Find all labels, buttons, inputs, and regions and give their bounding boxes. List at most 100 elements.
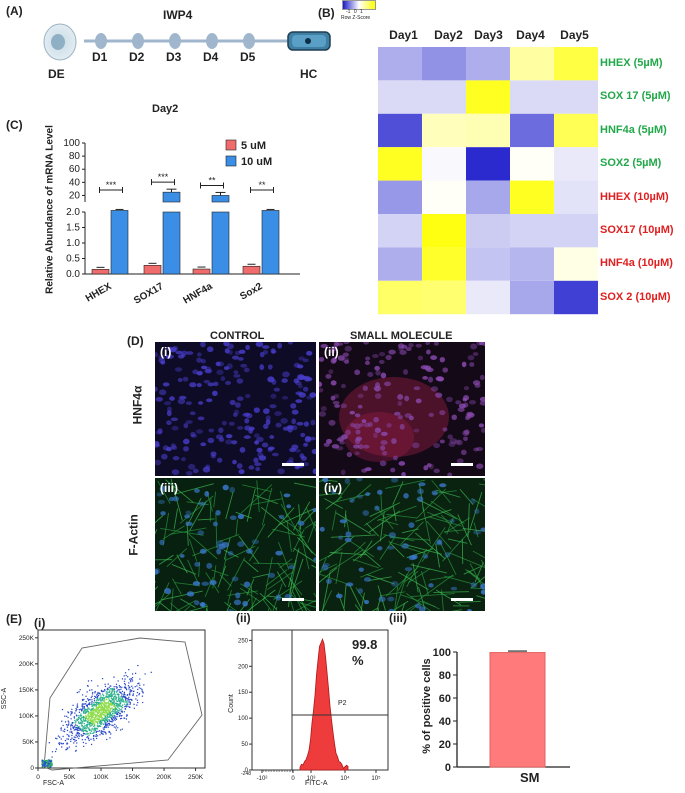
event-dot [104, 683, 106, 686]
nucleus [185, 401, 192, 406]
y-tick-label: 0.5 [66, 254, 80, 265]
nucleus [451, 414, 458, 421]
heatmap-cell [554, 280, 598, 315]
event-dot [78, 727, 80, 729]
micrograph-sm-factin: (iv) [319, 478, 485, 611]
nucleus [168, 496, 174, 502]
event-dot [91, 708, 93, 710]
event-dot [120, 688, 122, 690]
nucleus [325, 578, 332, 584]
event-dot [109, 690, 111, 693]
nucleus [186, 351, 194, 355]
event-dot [133, 707, 136, 709]
panel-a-label: (A) [6, 4, 23, 18]
event-dot [119, 712, 121, 714]
nucleus [326, 438, 333, 444]
nucleus [261, 442, 269, 448]
event-dot [98, 698, 100, 700]
event-dot [112, 703, 114, 705]
y-tick-label: 100 [433, 647, 451, 659]
event-dot [113, 709, 115, 711]
event-dot [103, 707, 106, 709]
nucleus [399, 350, 407, 356]
bar-10um [261, 210, 280, 275]
actin-fiber [188, 605, 208, 611]
nucleus [225, 380, 232, 385]
nucleus [386, 423, 392, 428]
event-dot [94, 729, 97, 731]
event-dot [89, 703, 91, 706]
event-dot [119, 702, 122, 705]
actin-fiber [401, 602, 406, 611]
nucleus [167, 346, 173, 352]
actin-fiber [336, 482, 351, 502]
nucleus [160, 511, 166, 516]
nucleus [417, 488, 424, 495]
actin-fiber [172, 578, 182, 595]
event-dot [73, 742, 75, 744]
event-dot [113, 676, 115, 678]
event-dot [123, 675, 125, 677]
actin-fiber [175, 483, 214, 495]
event-dot [119, 686, 121, 688]
actin-fiber [343, 583, 347, 609]
nucleus [470, 582, 478, 588]
panel-e-i-label: (i) [34, 616, 46, 630]
event-dot [125, 706, 128, 708]
nucleus [172, 345, 178, 352]
event-dot [123, 680, 126, 682]
nucleus [263, 408, 270, 415]
event-dot [87, 735, 89, 738]
nucleus [277, 342, 283, 349]
event-dot [104, 725, 107, 727]
nucleus [390, 467, 396, 473]
event-dot [125, 715, 128, 717]
event-dot [68, 734, 70, 737]
nucleus [259, 364, 265, 371]
event-dot [115, 725, 117, 727]
actin-fiber [463, 566, 482, 575]
actin-fiber [397, 570, 410, 591]
nucleus [254, 440, 259, 445]
nucleus [344, 359, 350, 365]
event-dot [109, 716, 111, 718]
event-dot [124, 701, 126, 703]
nucleus [468, 399, 477, 405]
nucleus [379, 460, 387, 467]
event-dot [71, 732, 74, 734]
event-dot [60, 727, 63, 729]
event-dot [136, 695, 138, 697]
nucleus [354, 413, 361, 418]
nucleus [345, 531, 352, 538]
event-dot [86, 721, 89, 724]
event-dot [141, 701, 144, 704]
actin-fiber [302, 598, 316, 603]
scale-bar [282, 463, 304, 466]
heatmap-row-label: HNF4a (5µM) [600, 123, 667, 136]
nucleus [442, 367, 449, 373]
event-dot [102, 709, 104, 711]
event-dot [94, 713, 96, 715]
event-dot [87, 719, 89, 721]
event-dot [108, 731, 110, 733]
event-dot [131, 676, 134, 679]
nucleus [446, 396, 453, 403]
nucleus [374, 427, 382, 433]
event-dot [136, 685, 138, 687]
event-dot [126, 702, 129, 704]
actin-fiber [311, 564, 316, 569]
event-dot [108, 724, 110, 726]
day-label-d4: D4 [203, 50, 219, 64]
nucleus [240, 363, 248, 368]
event-dot [92, 737, 95, 740]
event-dot [80, 715, 83, 717]
heatmap-cell [466, 147, 510, 181]
actin-fiber [276, 571, 287, 587]
event-dot [86, 733, 88, 735]
y-tick-label: 60 [69, 164, 81, 175]
event-dot [104, 724, 107, 726]
event-dot [74, 750, 77, 752]
nucleus [232, 412, 238, 417]
nucleus [232, 355, 239, 360]
event-dot [118, 700, 121, 702]
